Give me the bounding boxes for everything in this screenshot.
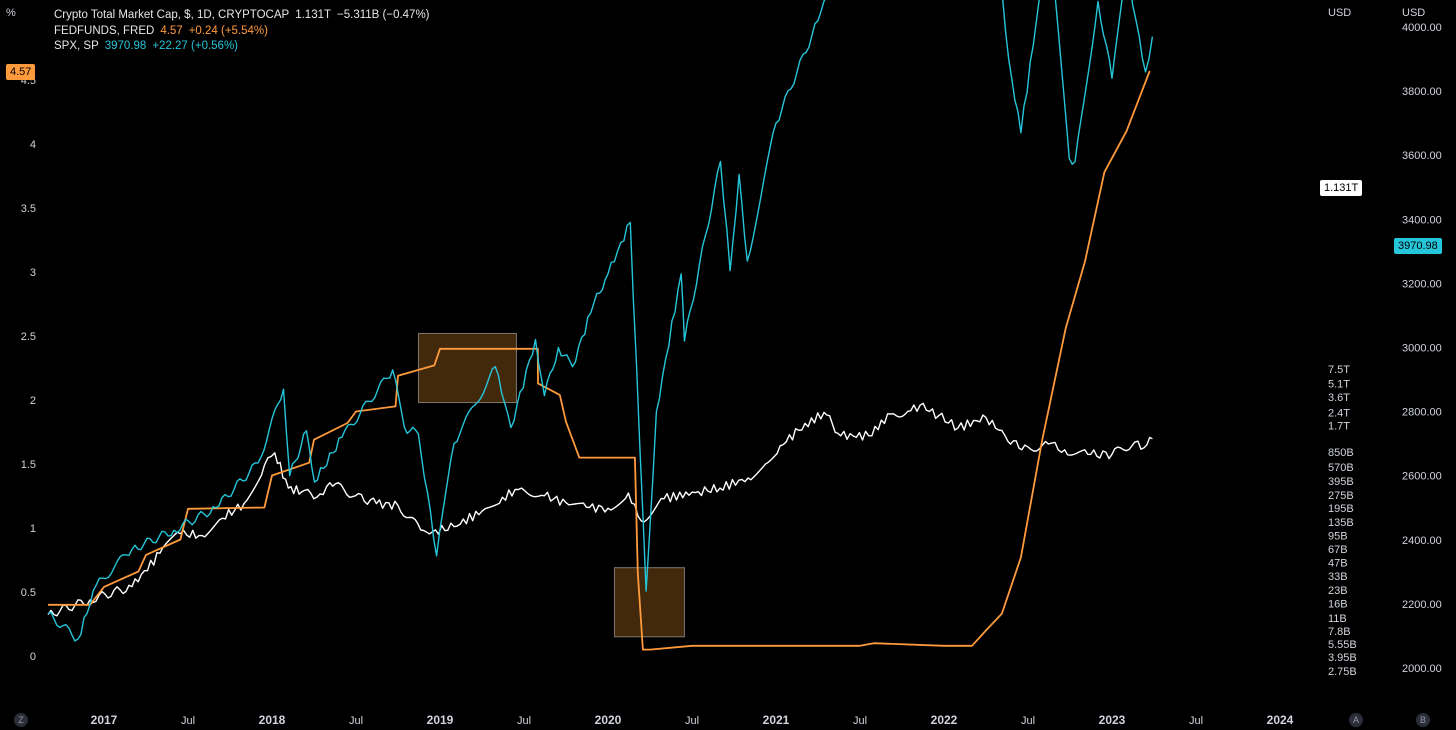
- crypto-last-value-badge: 1.131T: [1320, 180, 1363, 196]
- cap-tick-label: 3.6T: [1328, 392, 1350, 404]
- cap-tick-label: 33B: [1328, 571, 1348, 583]
- x-tick-label: 2019: [427, 713, 454, 727]
- cap-tick-label: 5.55B: [1328, 639, 1357, 651]
- cap-tick-label: 135B: [1328, 517, 1354, 529]
- legend-spx-value: 3970.98: [104, 40, 147, 52]
- cap-tick-label: 275B: [1328, 490, 1354, 502]
- series-legend: Crypto Total Market Cap, $, 1D, CRYPTOCA…: [54, 8, 430, 55]
- x-tick-label: Jul: [685, 715, 699, 727]
- x-tick-label: 2020: [595, 713, 622, 727]
- index-tick-label: 3400.00: [1402, 214, 1442, 226]
- fed-last-value-badge: 4.57: [6, 64, 36, 80]
- cap-tick-label: 395B: [1328, 476, 1354, 488]
- x-tick-label: Jul: [181, 715, 195, 727]
- cap-tick-label: 7.5T: [1328, 364, 1350, 376]
- x-tick-label: 2018: [259, 713, 286, 727]
- fedfunds-line: [48, 70, 1151, 651]
- legend-crypto-value: 1.131T: [295, 9, 332, 21]
- left-tick-label: 4: [30, 139, 36, 151]
- index-tick-label: 3000.00: [1402, 343, 1442, 355]
- time-axis: 2017 Jul 2018 Jul 2019 Jul 2020 Jul 2021 Jul 2022 J…: [91, 713, 1294, 727]
- cap-tick-label: 850B: [1328, 447, 1354, 459]
- left-tick-label: 1: [30, 523, 36, 535]
- legend-fed[interactable]: FEDFUNDS, FRED 4.57 +0.24 (+5.54%): [54, 24, 430, 40]
- right-axis-1-unit: USD: [1328, 7, 1352, 19]
- x-tick-label: 2024: [1267, 713, 1294, 727]
- spx-line: [47, 0, 1154, 642]
- legend-crypto[interactable]: Crypto Total Market Cap, $, 1D, CRYPTOCA…: [54, 8, 430, 24]
- cap-tick-label: 95B: [1328, 531, 1348, 543]
- index-tick-label: 3800.00: [1402, 86, 1442, 98]
- cap-tick-label: 570B: [1328, 462, 1354, 474]
- index-tick-label: 4000.00: [1402, 22, 1442, 34]
- left-tick-label: 1.5: [21, 459, 36, 471]
- cap-tick-label: 2.75B: [1328, 666, 1357, 678]
- cap-tick-label: 2.4T: [1328, 407, 1350, 419]
- x-tick-label: Jul: [517, 715, 531, 727]
- index-axis: 2000.00 2200.00 2400.00 2600.00 2800.00 3000.…: [1402, 22, 1442, 675]
- cap-tick-label: 67B: [1328, 544, 1348, 556]
- highlight-box[interactable]: [613, 567, 685, 638]
- cap-tick-label: 47B: [1328, 557, 1348, 569]
- cap-tick-label: 16B: [1328, 599, 1348, 611]
- legend-crypto-change: −5.311B (−0.47%): [337, 9, 430, 21]
- left-tick-label: 3: [30, 267, 36, 279]
- x-tick-label: 2023: [1099, 713, 1126, 727]
- legend-fed-name: FEDFUNDS, FRED: [54, 24, 155, 37]
- cap-tick-label: 1.7T: [1328, 421, 1350, 433]
- left-tick-label: 3.5: [21, 203, 36, 215]
- cap-tick-label: 23B: [1328, 585, 1348, 597]
- index-tick-label: 3600.00: [1402, 150, 1442, 162]
- index-tick-label: 2600.00: [1402, 471, 1442, 483]
- crypto-market-cap-line: [47, 402, 1153, 617]
- left-tick-label: 0.5: [21, 587, 36, 599]
- legend-spx-name: SPX, SP: [54, 40, 99, 52]
- x-tick-label: Jul: [1189, 715, 1203, 727]
- right-axis-2-unit: USD: [1402, 7, 1426, 19]
- index-tick-label: 2200.00: [1402, 599, 1442, 611]
- cap-tick-label: 5.1T: [1328, 379, 1350, 391]
- x-tick-label: Jul: [853, 715, 867, 727]
- cap-tick-label: 7.8B: [1328, 626, 1351, 638]
- cap-tick-label: 11B: [1328, 613, 1347, 625]
- legend-fed-value: 4.57: [160, 24, 183, 37]
- left-tick-label: 0: [30, 651, 36, 663]
- index-tick-label: 2000.00: [1402, 663, 1442, 675]
- x-tick-label: 2022: [931, 713, 958, 727]
- auto-scale-a-button[interactable]: A: [1349, 713, 1363, 727]
- legend-spx-change: +22.27 (+0.56%): [152, 40, 238, 52]
- index-tick-label: 3200.00: [1402, 278, 1442, 290]
- spx-last-value-badge: 3970.98: [1394, 238, 1442, 254]
- left-tick-label: 2: [30, 395, 36, 407]
- x-tick-label: 2021: [763, 713, 790, 727]
- highlight-box[interactable]: [417, 332, 517, 404]
- zoom-reset-button[interactable]: Z: [14, 713, 28, 727]
- percent-axis: 00.511.522.533.544.5: [21, 75, 36, 663]
- index-tick-label: 2800.00: [1402, 407, 1442, 419]
- x-tick-label: Jul: [349, 715, 363, 727]
- index-tick-label: 2400.00: [1402, 535, 1442, 547]
- series-lines: [47, 0, 1154, 651]
- x-tick-label: 2017: [91, 713, 118, 727]
- cap-tick-label: 3.95B: [1328, 652, 1357, 664]
- left-axis-unit: %: [6, 7, 16, 19]
- auto-scale-b-button[interactable]: B: [1416, 713, 1430, 727]
- legend-spx[interactable]: SPX, SP 3970.98 +22.27 (+0.56%): [54, 39, 430, 55]
- highlight-boxes: [417, 332, 685, 638]
- left-tick-label: 2.5: [21, 331, 36, 343]
- x-tick-label: Jul: [1021, 715, 1035, 727]
- legend-fed-change: +0.24 (+5.54%): [188, 24, 268, 37]
- cap-tick-label: 195B: [1328, 503, 1354, 515]
- legend-crypto-name: Crypto Total Market Cap, $, 1D, CRYPTOCA…: [54, 9, 290, 21]
